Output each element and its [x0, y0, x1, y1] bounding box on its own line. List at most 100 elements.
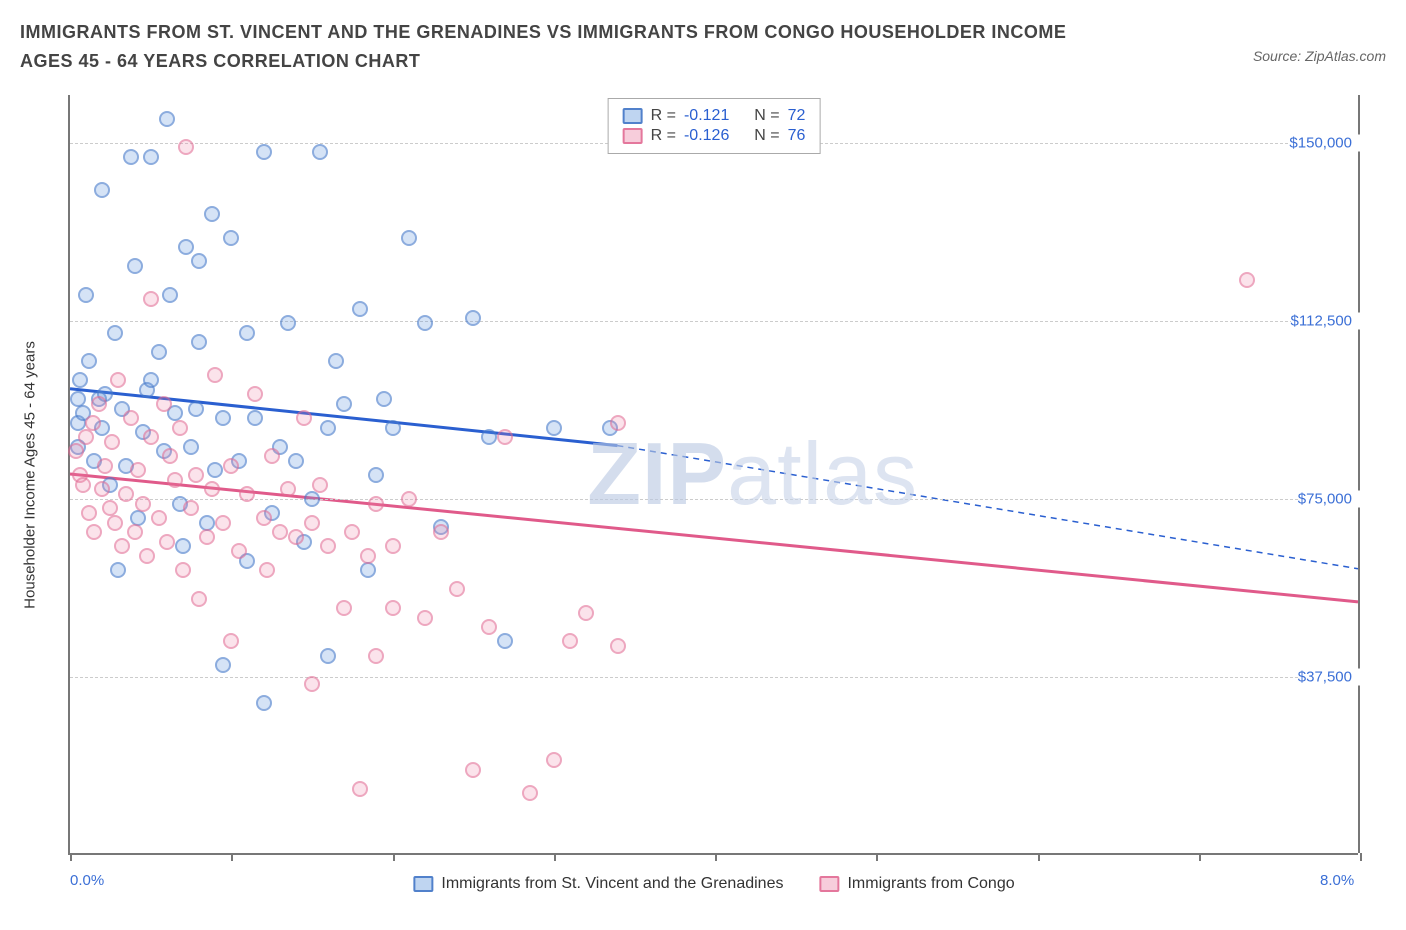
- data-point: [264, 448, 280, 464]
- x-tick-label: 0.0%: [70, 872, 104, 889]
- data-point: [247, 386, 263, 402]
- data-point: [417, 610, 433, 626]
- data-point: [385, 600, 401, 616]
- data-point: [336, 600, 352, 616]
- swatch-blue-icon: [413, 876, 433, 892]
- data-point: [247, 410, 263, 426]
- scatter-plot: ZIPatlas R = -0.121 N = 72 R = -0.126 N …: [68, 95, 1358, 855]
- data-point: [207, 462, 223, 478]
- data-point: [97, 458, 113, 474]
- data-point: [352, 301, 368, 317]
- data-point: [522, 785, 538, 801]
- data-point: [143, 429, 159, 445]
- data-point: [417, 315, 433, 331]
- data-point: [239, 325, 255, 341]
- data-point: [481, 619, 497, 635]
- data-point: [151, 344, 167, 360]
- data-point: [143, 291, 159, 307]
- data-point: [123, 149, 139, 165]
- data-point: [368, 496, 384, 512]
- data-point: [256, 510, 272, 526]
- x-tick: [876, 853, 878, 861]
- data-point: [162, 287, 178, 303]
- data-point: [167, 472, 183, 488]
- series-legend: Immigrants from St. Vincent and the Gren…: [413, 875, 1014, 893]
- data-point: [183, 500, 199, 516]
- data-point: [352, 781, 368, 797]
- data-point: [272, 524, 288, 540]
- data-point: [223, 458, 239, 474]
- data-point: [204, 481, 220, 497]
- data-point: [68, 443, 84, 459]
- data-point: [304, 491, 320, 507]
- y-tick-label: $75,000: [1298, 490, 1360, 507]
- data-point: [107, 515, 123, 531]
- data-point: [578, 605, 594, 621]
- data-point: [401, 491, 417, 507]
- data-point: [320, 538, 336, 554]
- data-point: [497, 633, 513, 649]
- x-axis-end-line: [1358, 95, 1360, 853]
- data-point: [320, 420, 336, 436]
- data-point: [304, 676, 320, 692]
- data-point: [86, 524, 102, 540]
- data-point: [433, 524, 449, 540]
- x-tick: [715, 853, 717, 861]
- x-tick: [1038, 853, 1040, 861]
- data-point: [191, 253, 207, 269]
- data-point: [78, 429, 94, 445]
- data-point: [135, 496, 151, 512]
- data-point: [127, 258, 143, 274]
- data-point: [207, 367, 223, 383]
- data-point: [320, 648, 336, 664]
- gridline: [70, 677, 1358, 678]
- data-point: [110, 562, 126, 578]
- x-tick: [1360, 853, 1362, 861]
- data-point: [256, 695, 272, 711]
- data-point: [156, 396, 172, 412]
- data-point: [72, 372, 88, 388]
- data-point: [175, 538, 191, 554]
- data-point: [259, 562, 275, 578]
- source-citation: Source: ZipAtlas.com: [1253, 48, 1386, 64]
- data-point: [175, 562, 191, 578]
- data-point: [81, 353, 97, 369]
- data-point: [215, 515, 231, 531]
- legend-item-svg: Immigrants from St. Vincent and the Gren…: [413, 875, 783, 893]
- data-point: [104, 434, 120, 450]
- data-point: [91, 396, 107, 412]
- data-point: [344, 524, 360, 540]
- data-point: [360, 562, 376, 578]
- data-point: [465, 310, 481, 326]
- y-tick-label: $112,500: [1291, 312, 1360, 329]
- data-point: [288, 529, 304, 545]
- gridline: [70, 499, 1358, 500]
- data-point: [143, 372, 159, 388]
- x-tick-label: 8.0%: [1320, 872, 1354, 889]
- y-tick-label: $150,000: [1289, 134, 1360, 151]
- swatch-pink-icon: [819, 876, 839, 892]
- x-tick: [393, 853, 395, 861]
- data-point: [546, 420, 562, 436]
- data-point: [296, 410, 312, 426]
- data-point: [610, 638, 626, 654]
- data-point: [481, 429, 497, 445]
- data-point: [81, 505, 97, 521]
- data-point: [94, 182, 110, 198]
- data-point: [159, 111, 175, 127]
- data-point: [385, 538, 401, 554]
- data-point: [139, 548, 155, 564]
- data-point: [178, 139, 194, 155]
- data-point: [231, 543, 247, 559]
- data-point: [239, 486, 255, 502]
- data-point: [376, 391, 392, 407]
- data-point: [223, 230, 239, 246]
- data-point: [280, 315, 296, 331]
- data-point: [130, 462, 146, 478]
- data-point: [312, 144, 328, 160]
- legend-item-congo: Immigrants from Congo: [819, 875, 1014, 893]
- data-point: [123, 410, 139, 426]
- legend-row-congo: R = -0.126 N = 76: [623, 127, 806, 145]
- data-point: [312, 477, 328, 493]
- data-point: [188, 467, 204, 483]
